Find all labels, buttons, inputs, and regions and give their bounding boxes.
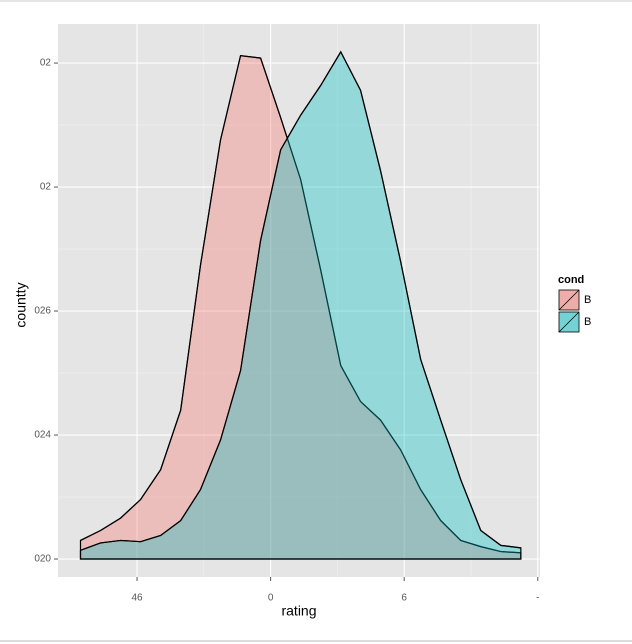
- x-tick-label: 6: [401, 593, 407, 604]
- legend-label: B: [584, 316, 591, 328]
- density-line: [80, 54, 521, 554]
- legend-label: B: [584, 294, 591, 306]
- y-tick-label: 02: [40, 58, 52, 69]
- y-tick-label: 026: [34, 306, 51, 317]
- density-line: [80, 50, 521, 551]
- plot: [58, 24, 540, 577]
- x-tick-label: -: [536, 593, 539, 604]
- legend-slash: [558, 289, 580, 311]
- y-tick-label: 024: [34, 430, 51, 441]
- x-tick-label: 46: [131, 593, 143, 604]
- y-tick-label: 020: [34, 554, 51, 565]
- panel: [58, 24, 540, 577]
- x-axis-title: rating: [281, 603, 316, 619]
- legend-slash: [558, 311, 580, 333]
- y-axis-title: countty: [13, 282, 29, 327]
- x-tick-label: 0: [268, 593, 274, 604]
- legend-title: cond: [558, 274, 584, 286]
- y-tick-label: 02: [40, 182, 52, 193]
